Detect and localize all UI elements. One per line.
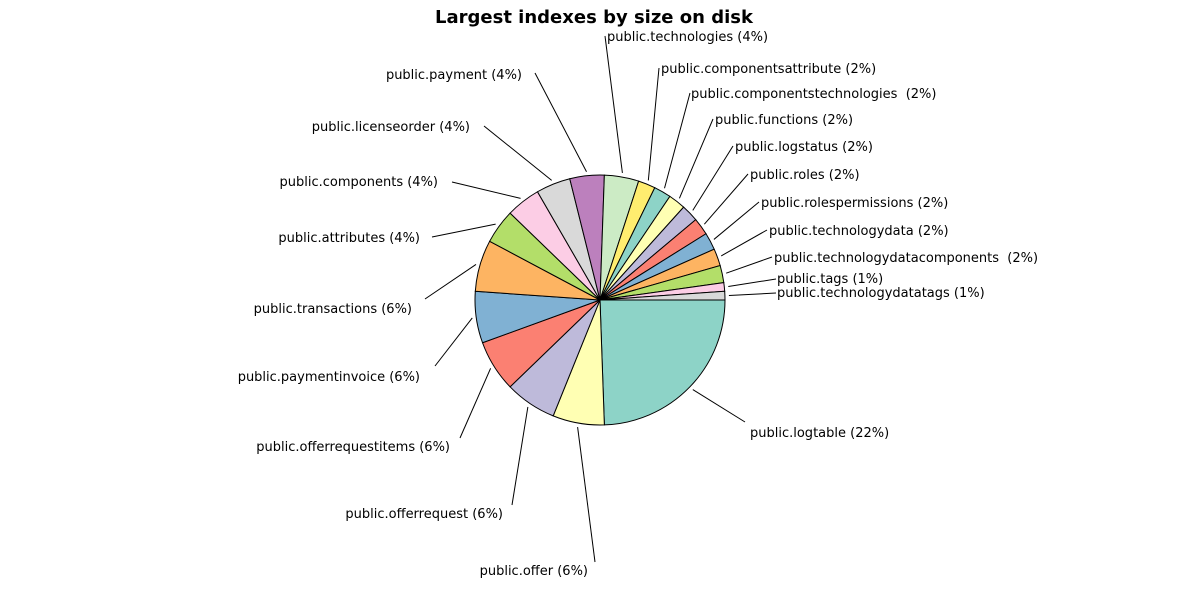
leader-line bbox=[692, 145, 734, 211]
slice-label: public.componentsattribute (2%) bbox=[661, 62, 876, 77]
leader-line bbox=[431, 223, 496, 238]
slice-label: public.payment (4%) bbox=[386, 68, 522, 83]
slice-label: public.logstatus (2%) bbox=[735, 140, 873, 155]
slice-label: public.offerrequestitems (6%) bbox=[256, 440, 450, 455]
leader-line bbox=[459, 368, 492, 439]
leader-line bbox=[678, 118, 714, 199]
leader-line bbox=[713, 201, 760, 240]
slice-label: public.attributes (4%) bbox=[278, 231, 420, 246]
slice-label: public.components (4%) bbox=[280, 175, 438, 190]
slice-label: public.licenseorder (4%) bbox=[312, 120, 470, 135]
leader-line bbox=[664, 92, 691, 189]
pie-slices bbox=[474, 174, 726, 426]
slice-label: public.technologydata (2%) bbox=[769, 224, 949, 239]
leader-line bbox=[577, 426, 596, 563]
leader-line bbox=[728, 292, 777, 296]
leader-line bbox=[720, 229, 768, 257]
pie-slice bbox=[599, 299, 726, 426]
leader-line bbox=[511, 406, 529, 506]
leader-line bbox=[424, 264, 477, 300]
leader-line bbox=[647, 67, 660, 181]
slice-label: public.technologydatacomponents (2%) bbox=[774, 251, 1038, 266]
slice-labels: public.logtable (22%) public.offer (6%) pu… bbox=[238, 30, 1038, 579]
leader-lines bbox=[424, 35, 777, 563]
slice-label: public.componentstechnologies (2%) bbox=[691, 87, 936, 102]
leader-line bbox=[434, 317, 473, 367]
leader-line bbox=[451, 181, 521, 199]
leader-line bbox=[728, 278, 777, 288]
slice-label: public.offer (6%) bbox=[480, 564, 588, 579]
slice-label: public.technologydatatags (1%) bbox=[777, 286, 985, 301]
slice-label: public.transactions (6%) bbox=[254, 302, 412, 317]
slice-label: public.technologies (4%) bbox=[607, 30, 768, 45]
chart-title: Largest indexes by size on disk bbox=[435, 7, 754, 28]
leader-line bbox=[692, 389, 746, 423]
pie-slice bbox=[599, 290, 726, 301]
slice-label: public.tags (1%) bbox=[777, 272, 883, 287]
slice-label: public.offerrequest (6%) bbox=[345, 507, 503, 522]
leader-line bbox=[703, 173, 749, 225]
leader-line bbox=[604, 35, 623, 174]
slice-label: public.roles (2%) bbox=[750, 168, 860, 183]
slice-label: public.logtable (22%) bbox=[750, 426, 889, 441]
slice-label: public.paymentinvoice (6%) bbox=[238, 370, 420, 385]
leader-line bbox=[726, 256, 773, 274]
slice-label: public.functions (2%) bbox=[715, 113, 853, 128]
leader-line bbox=[534, 72, 587, 172]
leader-line bbox=[483, 125, 552, 181]
slice-label: public.rolespermissions (2%) bbox=[761, 196, 948, 211]
